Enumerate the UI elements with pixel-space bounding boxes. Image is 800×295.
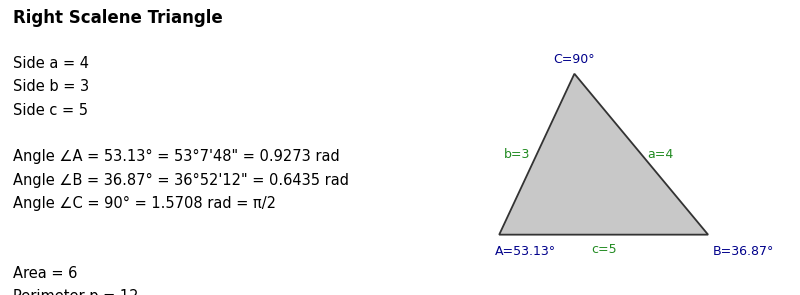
Text: Perimeter p = 12: Perimeter p = 12 <box>14 289 139 295</box>
Text: Angle ∠C = 90° = 1.5708 rad = π/2: Angle ∠C = 90° = 1.5708 rad = π/2 <box>14 196 276 211</box>
Text: Side a = 4: Side a = 4 <box>14 56 90 71</box>
Text: Area = 6: Area = 6 <box>14 266 78 281</box>
Text: A=53.13°: A=53.13° <box>495 245 556 258</box>
Text: c=5: c=5 <box>591 243 617 256</box>
Text: Side b = 3: Side b = 3 <box>14 79 90 94</box>
Text: Angle ∠B = 36.87° = 36°52'12" = 0.6435 rad: Angle ∠B = 36.87° = 36°52'12" = 0.6435 r… <box>14 173 350 188</box>
Text: b=3: b=3 <box>504 148 530 161</box>
Text: Right Scalene Triangle: Right Scalene Triangle <box>14 9 223 27</box>
Text: Angle ∠A = 53.13° = 53°7'48" = 0.9273 rad: Angle ∠A = 53.13° = 53°7'48" = 0.9273 ra… <box>14 149 340 164</box>
Text: a=4: a=4 <box>647 148 674 161</box>
Polygon shape <box>499 74 708 235</box>
Text: B=36.87°: B=36.87° <box>712 245 774 258</box>
Text: Side c = 5: Side c = 5 <box>14 103 88 118</box>
Text: C=90°: C=90° <box>554 53 595 66</box>
